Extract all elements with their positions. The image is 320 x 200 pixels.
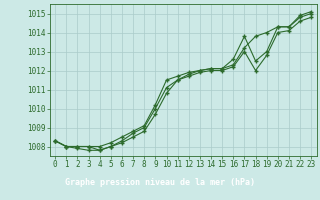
Text: Graphe pression niveau de la mer (hPa): Graphe pression niveau de la mer (hPa): [65, 178, 255, 187]
